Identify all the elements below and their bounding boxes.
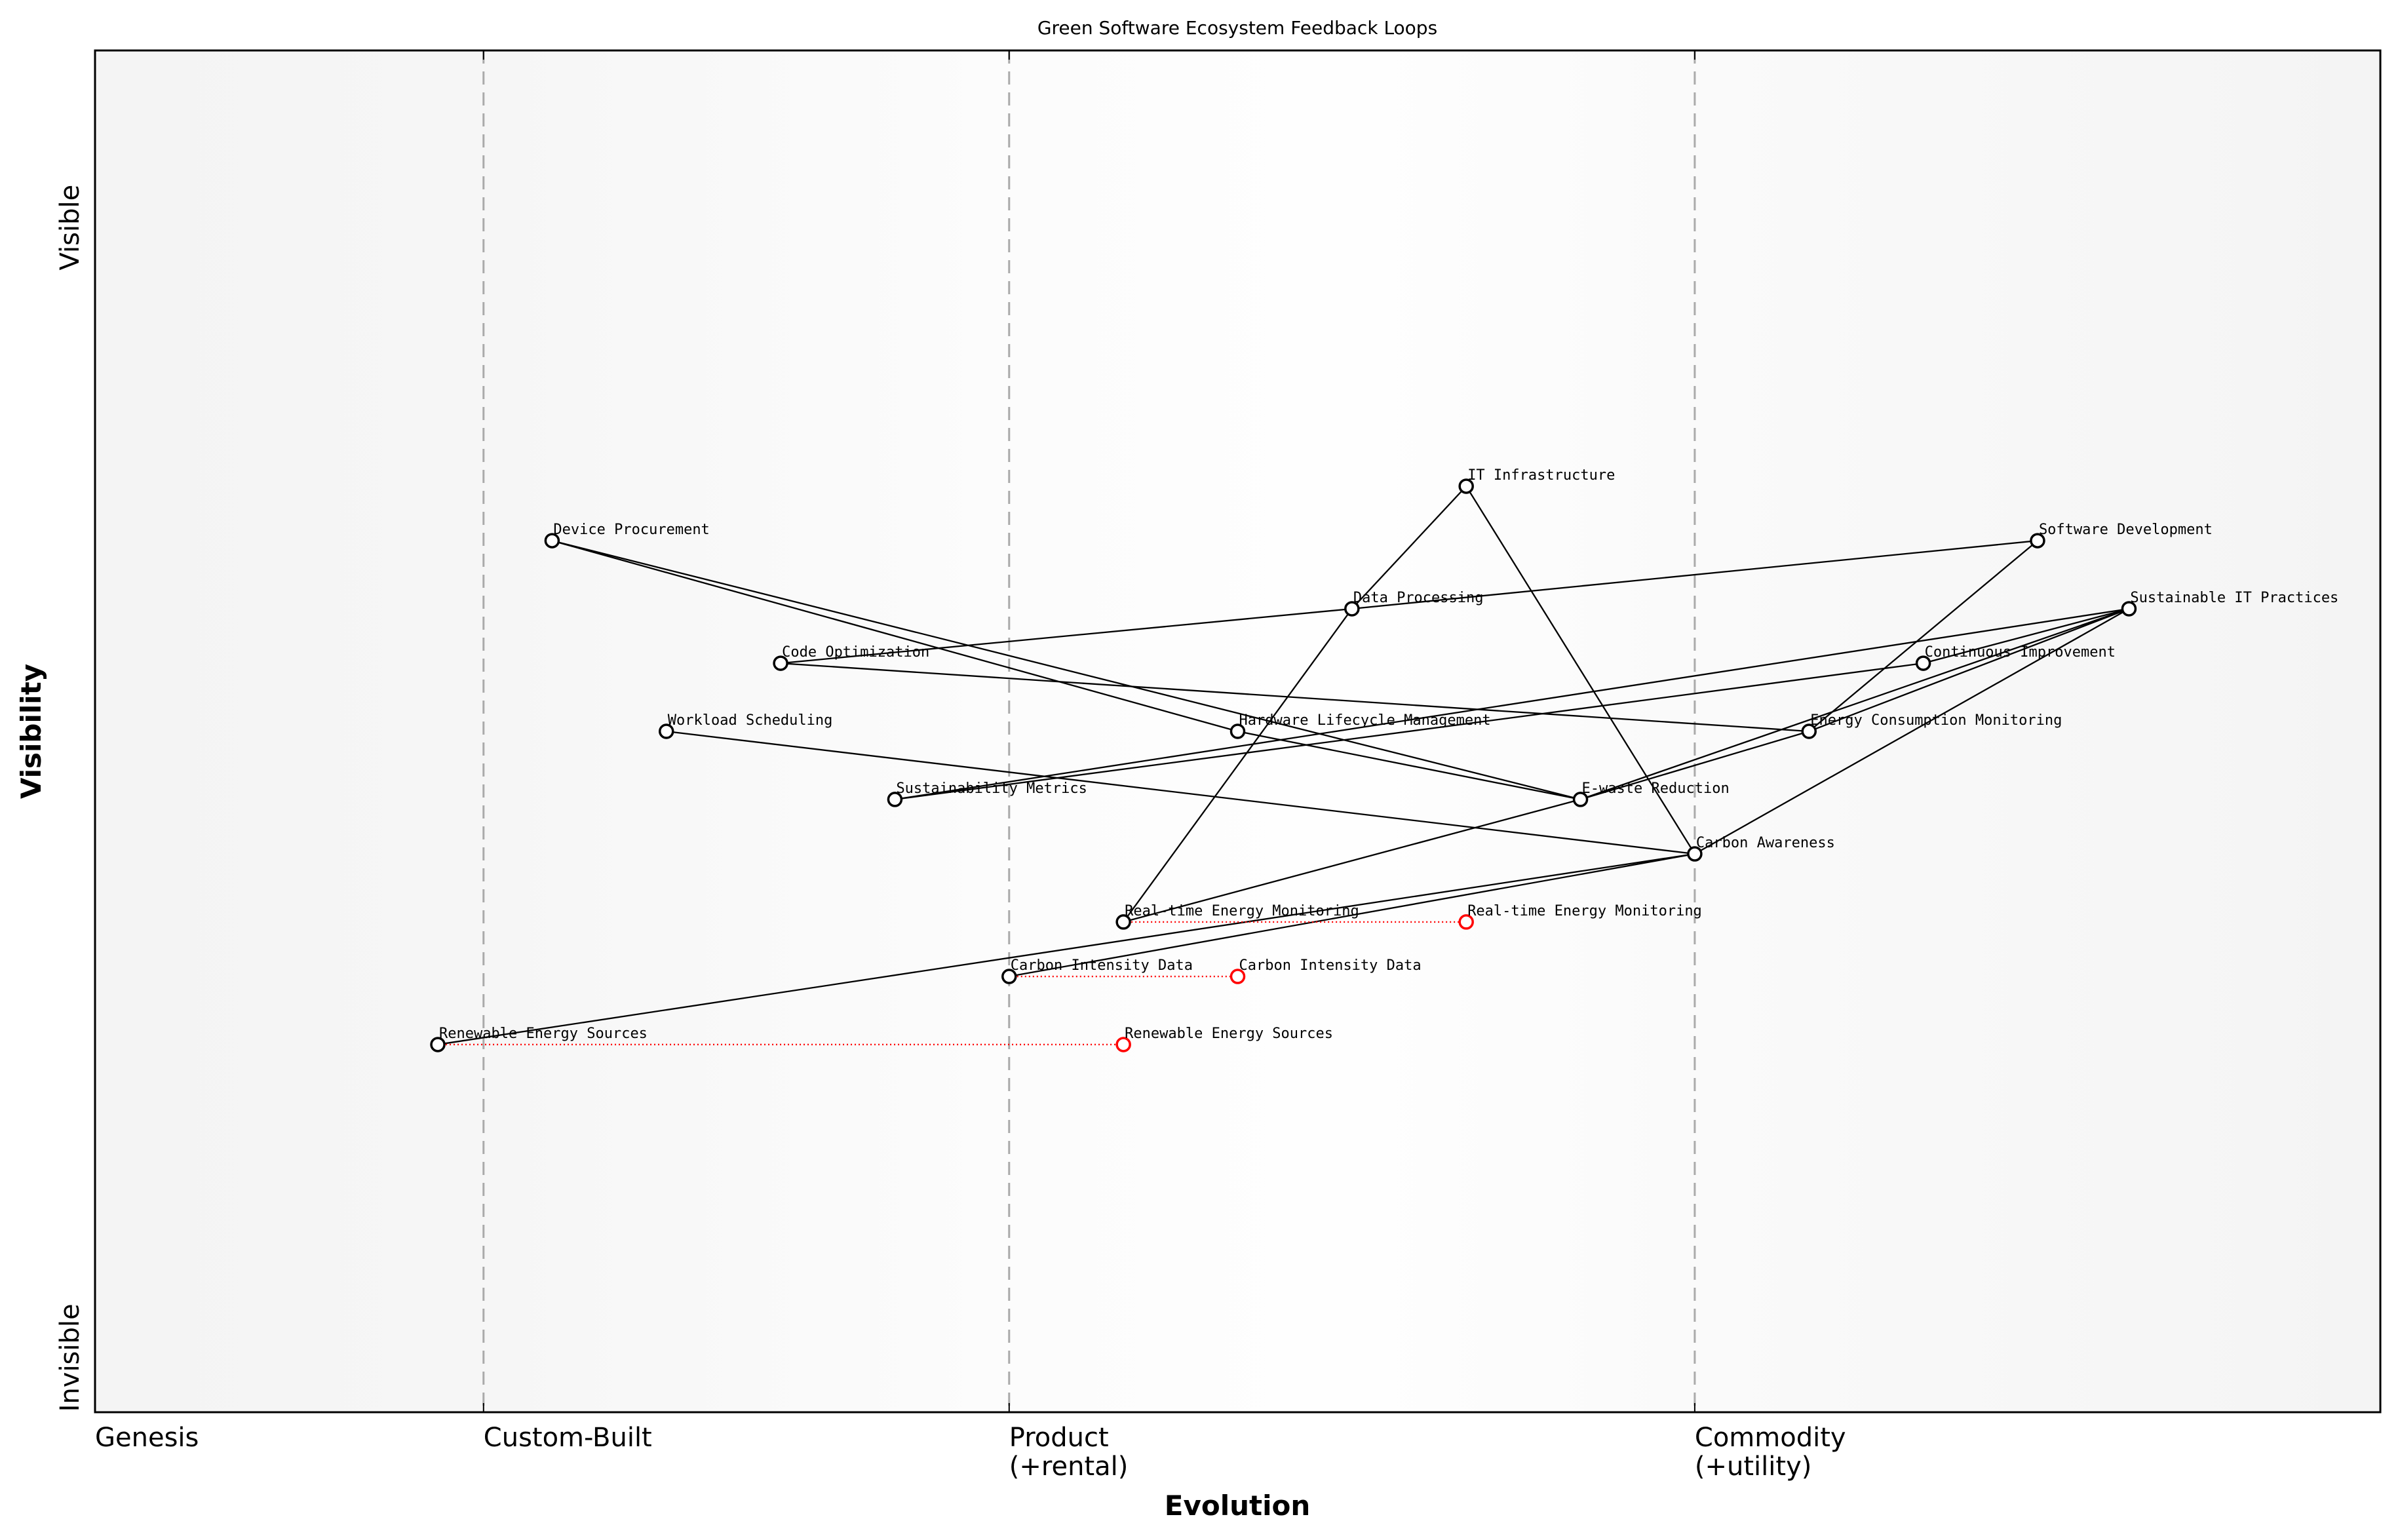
node-software-development <box>2030 533 2045 549</box>
y-axis-label: Visibility <box>15 664 47 799</box>
edge-sustainability-metrics-to-continuous-improvement <box>895 662 1924 801</box>
node-energy-consumption-monitoring <box>1801 723 1817 739</box>
y-tick-label-visible: Visible <box>55 185 85 271</box>
node-code-optimization <box>773 655 788 671</box>
edge-code-optimization-to-energy-consumption-monitoring <box>781 662 1810 733</box>
y-tick-label-invisible: Invisible <box>55 1303 85 1412</box>
node-label-e-waste-reduction: E-waste Reduction <box>1582 780 1730 797</box>
node-label-real-time-energy-monitoring: Real-time Energy Monitoring <box>1125 903 1359 919</box>
edge-carbon-awareness-to-sustainable-it-practices <box>1694 607 2129 855</box>
node-carbon-awareness <box>1687 846 1703 862</box>
edge-device-procurement-to-hardware-lifecycle-management <box>552 539 1238 733</box>
node-device-procurement <box>544 533 560 549</box>
node-label-carbon-intensity-data: Carbon Intensity Data <box>1011 957 1193 974</box>
edge-energy-consumption-monitoring-to-sustainable-it-practices <box>1808 607 2129 733</box>
x-tick-label-commodity-utility: Commodity (+utility) <box>1695 1423 1846 1482</box>
x-axis-label: Evolution <box>1165 1490 1310 1522</box>
edge-carbon-intensity-data-to-carbon-awareness <box>1009 853 1695 978</box>
node-data-processing <box>1344 601 1360 617</box>
node-label-sustainability-metrics: Sustainability Metrics <box>896 780 1087 797</box>
node-label-hardware-lifecycle-management: Hardware Lifecycle Management <box>1239 712 1491 729</box>
node-sustainability-metrics <box>887 792 903 807</box>
node-it-infrastructure <box>1458 478 1474 494</box>
node-label-renewable-energy-sources: Renewable Energy Sources <box>439 1026 648 1042</box>
node-label-software-development: Software Development <box>2039 522 2213 538</box>
node-label-data-processing: Data Processing <box>1353 590 1484 606</box>
node-label-continuous-improvement: Continuous Improvement <box>1925 644 2116 661</box>
edge-data-processing-to-real-time-energy-monitoring <box>1123 608 1353 923</box>
edge-real-time-energy-monitoring-to-e-waste-reduction <box>1123 798 1581 923</box>
node-label-energy-consumption-monitoring: Energy Consumption Monitoring <box>1810 712 2062 729</box>
evolved-node-label-renewable-energy-sources: Renewable Energy Sources <box>1125 1026 1333 1042</box>
node-label-code-optimization: Code Optimization <box>782 644 929 661</box>
node-carbon-intensity-data <box>1001 969 1017 984</box>
node-label-carbon-awareness: Carbon Awareness <box>1696 835 1835 851</box>
node-renewable-energy-sources <box>430 1037 446 1052</box>
edge-it-infrastructure-to-data-processing <box>1351 486 1467 609</box>
edge-code-optimization-to-data-processing <box>780 607 1352 664</box>
x-tick-label-line: (+rental) <box>1009 1452 1129 1482</box>
x-tick-label-line: Product <box>1009 1423 1109 1453</box>
edge-energy-consumption-monitoring-to-software-development <box>1808 540 2038 732</box>
node-sustainable-it-practices <box>2121 601 2137 617</box>
node-continuous-improvement <box>1915 655 1931 671</box>
node-label-sustainable-it-practices: Sustainable IT Practices <box>2130 590 2338 606</box>
evolved-node-real-time-energy-monitoring <box>1458 914 1474 930</box>
node-workload-scheduling <box>659 723 674 739</box>
edge-it-infrastructure-to-carbon-awareness <box>1465 486 1695 855</box>
edge-data-processing-to-software-development <box>1351 539 2038 610</box>
node-label-it-infrastructure: IT Infrastructure <box>1467 467 1615 484</box>
x-tick-label-line: Custom-Built <box>484 1423 652 1453</box>
node-label-device-procurement: Device Procurement <box>553 522 709 538</box>
node-e-waste-reduction <box>1572 792 1589 807</box>
evolved-node-renewable-energy-sources <box>1115 1037 1131 1052</box>
edge-renewable-energy-sources-to-carbon-awareness <box>437 853 1695 1046</box>
edge-workload-scheduling-to-carbon-awareness <box>666 730 1695 855</box>
x-tick-label-genesis: Genesis <box>95 1423 199 1453</box>
edge-device-procurement-to-e-waste-reduction <box>552 539 1581 801</box>
edge-sustainability-metrics-to-sustainable-it-practices <box>895 607 2129 801</box>
evolved-node-label-carbon-intensity-data: Carbon Intensity Data <box>1239 957 1422 974</box>
x-tick-label-line: Commodity <box>1695 1423 1846 1453</box>
edge-continuous-improvement-to-sustainable-it-practices <box>1923 607 2129 664</box>
node-hardware-lifecycle-management <box>1229 723 1246 739</box>
edge-e-waste-reduction-to-sustainable-it-practices <box>1580 607 2129 800</box>
evolved-node-carbon-intensity-data <box>1229 969 1246 984</box>
x-tick-label-line: (+utility) <box>1695 1452 1811 1482</box>
evolved-node-label-real-time-energy-monitoring: Real-time Energy Monitoring <box>1467 903 1702 919</box>
plot-frame <box>94 49 2382 1414</box>
chart-title: Green Software Ecosystem Feedback Loops <box>1037 17 1437 39</box>
edge-hardware-lifecycle-management-to-e-waste-reduction <box>1237 730 1581 801</box>
node-real-time-energy-monitoring <box>1115 914 1131 930</box>
x-tick-label-product-rental: Product (+rental) <box>1009 1423 1129 1482</box>
x-tick-label-custom-built: Custom-Built <box>484 1423 652 1453</box>
edge-e-waste-reduction-to-energy-consumption-monitoring <box>1580 730 1810 801</box>
node-label-workload-scheduling: Workload Scheduling <box>668 712 833 729</box>
x-tick-label-line: Genesis <box>95 1423 199 1453</box>
